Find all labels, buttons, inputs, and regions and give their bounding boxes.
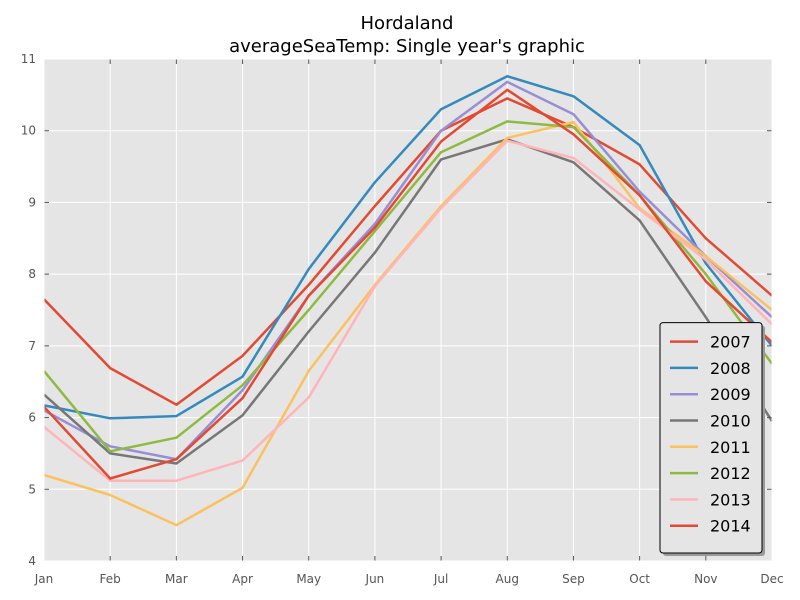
plot-frame: [43, 58, 773, 562]
series-line-2008: [43, 74, 773, 420]
x-tick-label: Jul: [433, 572, 448, 586]
legend-label: 2012: [710, 464, 751, 483]
series-line-2013: [43, 139, 773, 482]
plot-background: [44, 59, 772, 561]
y-tick-label: 9: [28, 195, 36, 209]
series-line-2009: [43, 80, 773, 461]
x-tick-label: Sep: [562, 572, 585, 586]
y-tick-label: 6: [28, 411, 36, 425]
y-tick-label: 7: [28, 339, 36, 353]
legend-box: [659, 322, 763, 554]
x-tick-label: Nov: [694, 572, 717, 586]
series-line-2014: [43, 88, 773, 480]
legend-label: 2009: [710, 385, 751, 404]
x-tick-label: Dec: [760, 572, 783, 586]
plot-area: Jan Feb Mar Apr May Jun Jul Aug Sep Oct Nov Dec 4 5 6 7…: [21, 52, 784, 586]
x-tick-label: Aug: [496, 572, 519, 586]
y-tick-label: 5: [28, 482, 36, 496]
x-tick-label: Oct: [629, 572, 650, 586]
y-tick-label: 8: [28, 267, 36, 281]
legend-label: 2007: [710, 333, 751, 352]
x-tick-label: Feb: [100, 572, 121, 586]
x-tick-label: Apr: [232, 572, 253, 586]
legend-label: 2010: [710, 412, 751, 431]
legend-label: 2008: [710, 359, 751, 378]
y-tick-label: 10: [21, 124, 36, 138]
x-tick-label: May: [296, 572, 321, 586]
y-tick-label: 11: [21, 52, 36, 66]
y-tick-label: 4: [28, 554, 36, 568]
legend-label: 2014: [710, 517, 751, 536]
legend: 2007 2008 2009 2010 2011 2012 2013 2014: [659, 322, 765, 556]
series-line-2007: [43, 97, 773, 406]
chart-title: Hordaland: [361, 13, 454, 34]
x-tick-label: Mar: [165, 572, 188, 586]
legend-label: 2011: [710, 438, 751, 457]
chart-subtitle: averageSeaTemp: Single year's graphic: [229, 36, 585, 57]
x-tick-label: Jan: [34, 572, 54, 586]
x-tick-label: Jun: [365, 572, 385, 586]
legend-label: 2013: [710, 490, 751, 509]
